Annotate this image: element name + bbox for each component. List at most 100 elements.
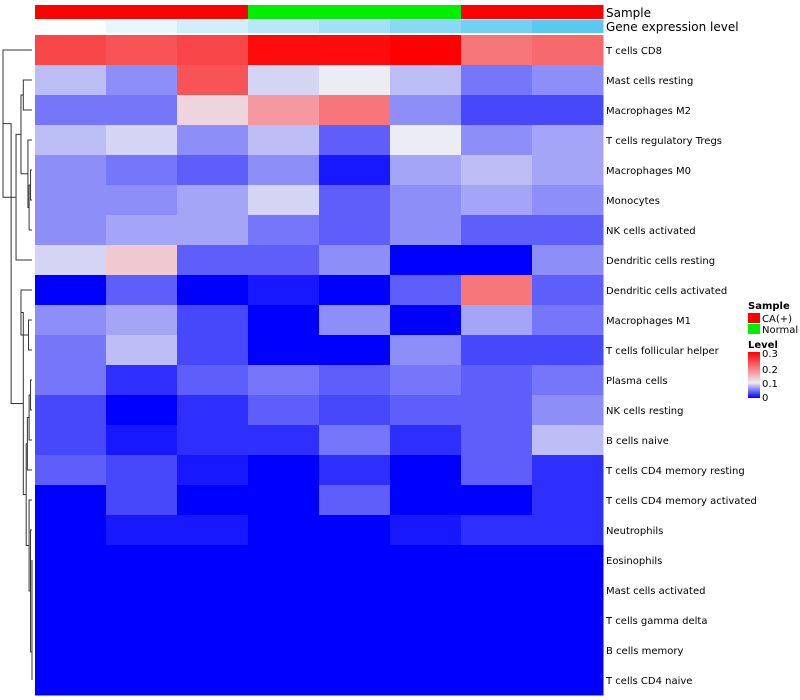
cell-neutrophils-s2	[106, 515, 178, 546]
cell-neutrophils-s4	[248, 515, 320, 546]
dendrogram-branch	[28, 319, 32, 351]
sample-anno-s3	[177, 5, 249, 19]
level-tick-0-2: 0.2	[762, 365, 778, 376]
cell-t-cells-cd4-naive-s2	[106, 665, 178, 696]
row-label-macrophages-m2: Macrophages M2	[606, 106, 691, 117]
cell-mast-cells-resting-s5	[319, 65, 391, 96]
cell-dendritic-cells-activated-s1	[35, 275, 107, 306]
cell-macrophages-m1-s2	[106, 305, 178, 336]
cell-macrophages-m1-s4	[248, 305, 320, 336]
cell-nk-cells-activated-s1	[35, 215, 107, 246]
cell-mast-cells-resting-s6	[390, 65, 462, 96]
cell-t-cells-cd4-memory-activated-s7	[461, 485, 533, 516]
cell-dendritic-cells-activated-s8	[532, 275, 604, 306]
gene-anno-s5	[319, 20, 391, 33]
cell-eosinophils-s2	[106, 545, 178, 576]
cell-mast-cells-activated-s2	[106, 575, 178, 606]
cell-macrophages-m0-s7	[461, 155, 533, 186]
cell-dendritic-cells-resting-s4	[248, 245, 320, 276]
cell-t-cells-cd4-memory-resting-s7	[461, 455, 533, 486]
cell-macrophages-m2-s7	[461, 95, 533, 126]
cell-nk-cells-activated-s7	[461, 215, 533, 246]
cell-macrophages-m2-s6	[390, 95, 462, 126]
cell-t-cells-cd4-memory-resting-s6	[390, 455, 462, 486]
cell-macrophages-m2-s8	[532, 95, 604, 126]
cell-t-cells-gamma-delta-s6	[390, 605, 462, 636]
sample-legend: Sample CA(+) Normal	[748, 301, 798, 336]
cell-eosinophils-s5	[319, 545, 391, 576]
cell-macrophages-m0-s5	[319, 155, 391, 186]
level-tick-0-3: 0.3	[762, 349, 778, 360]
cell-b-cells-memory-s6	[390, 635, 462, 666]
cell-b-cells-naive-s5	[319, 425, 391, 456]
cell-mast-cells-activated-s4	[248, 575, 320, 606]
cell-t-cells-cd4-memory-activated-s4	[248, 485, 320, 516]
dendrogram-branch	[22, 79, 32, 111]
row-label-t-cells-gamma-delta: T cells gamma delta	[605, 616, 707, 627]
cell-macrophages-m1-s7	[461, 305, 533, 336]
gene-anno-s8	[532, 20, 604, 33]
cell-macrophages-m1-s5	[319, 305, 391, 336]
cell-t-cells-follicular-helper-s2	[106, 335, 178, 366]
cell-t-cells-cd4-memory-activated-s8	[532, 485, 604, 516]
cell-t-cells-cd8-s6	[390, 35, 462, 66]
cell-nk-cells-resting-s4	[248, 395, 320, 426]
cell-t-cells-cd4-memory-resting-s4	[248, 455, 320, 486]
sample-legend-title: Sample	[748, 301, 790, 312]
cell-monocytes-s7	[461, 185, 533, 216]
cell-t-cells-cd4-memory-resting-s1	[35, 455, 107, 486]
cell-dendritic-cells-activated-s7	[461, 275, 533, 306]
cell-t-cells-follicular-helper-s7	[461, 335, 533, 366]
cell-b-cells-naive-s3	[177, 425, 249, 456]
cell-t-cells-gamma-delta-s2	[106, 605, 178, 636]
cell-mast-cells-resting-s3	[177, 65, 249, 96]
cell-macrophages-m1-s6	[390, 305, 462, 336]
cell-t-cells-gamma-delta-s4	[248, 605, 320, 636]
legend-entry-ca: CA(+)	[762, 314, 792, 325]
cell-nk-cells-resting-s5	[319, 395, 391, 426]
cell-nk-cells-resting-s2	[106, 395, 178, 426]
cell-macrophages-m0-s3	[177, 155, 249, 186]
cell-t-cells-cd8-s1	[35, 35, 107, 66]
row-label-t-cells-cd4-naive: T cells CD4 naive	[605, 676, 692, 687]
cell-t-cells-regulatory-tregs-s4	[248, 125, 320, 156]
cell-nk-cells-resting-s3	[177, 395, 249, 426]
cell-t-cells-cd4-memory-resting-s8	[532, 455, 604, 486]
row-dendrogram	[2, 49, 33, 680]
gene-expression-annotation-bar	[35, 20, 604, 33]
cell-macrophages-m1-s1	[35, 305, 107, 336]
dendrogram-branch	[30, 379, 32, 411]
cell-b-cells-memory-s7	[461, 635, 533, 666]
cell-nk-cells-activated-s5	[319, 215, 391, 246]
cell-mast-cells-resting-s1	[35, 65, 107, 96]
cell-t-cells-follicular-helper-s3	[177, 335, 249, 366]
level-legend-title: Level	[748, 340, 778, 351]
cell-macrophages-m0-s2	[106, 155, 178, 186]
cell-plasma-cells-s6	[390, 365, 462, 396]
sample-anno-s4	[248, 5, 320, 19]
cell-t-cells-cd4-naive-s1	[35, 665, 107, 696]
cell-macrophages-m1-s8	[532, 305, 604, 336]
cell-t-cells-cd4-memory-activated-s5	[319, 485, 391, 516]
cell-eosinophils-s3	[177, 545, 249, 576]
row-label-t-cells-follicular-helper: T cells follicular helper	[605, 346, 720, 357]
row-label-macrophages-m0: Macrophages M0	[606, 166, 691, 177]
cell-nk-cells-resting-s1	[35, 395, 107, 426]
cell-t-cells-follicular-helper-s6	[390, 335, 462, 366]
cell-plasma-cells-s3	[177, 365, 249, 396]
cell-t-cells-regulatory-tregs-s6	[390, 125, 462, 156]
cell-t-cells-cd8-s7	[461, 35, 533, 66]
cell-t-cells-cd4-memory-activated-s3	[177, 485, 249, 516]
cell-t-cells-cd8-s2	[106, 35, 178, 66]
gene-anno-s6	[390, 20, 462, 33]
cell-macrophages-m2-s3	[177, 95, 249, 126]
level-tick-0: 0	[762, 393, 768, 404]
cell-t-cells-follicular-helper-s8	[532, 335, 604, 366]
cell-macrophages-m0-s8	[532, 155, 604, 186]
cell-t-cells-cd4-naive-s5	[319, 665, 391, 696]
cell-eosinophils-s1	[35, 545, 107, 576]
cell-t-cells-cd4-naive-s8	[532, 665, 604, 696]
gene-expression-annotation-label: Gene expression level	[606, 20, 739, 34]
cell-b-cells-memory-s5	[319, 635, 391, 666]
